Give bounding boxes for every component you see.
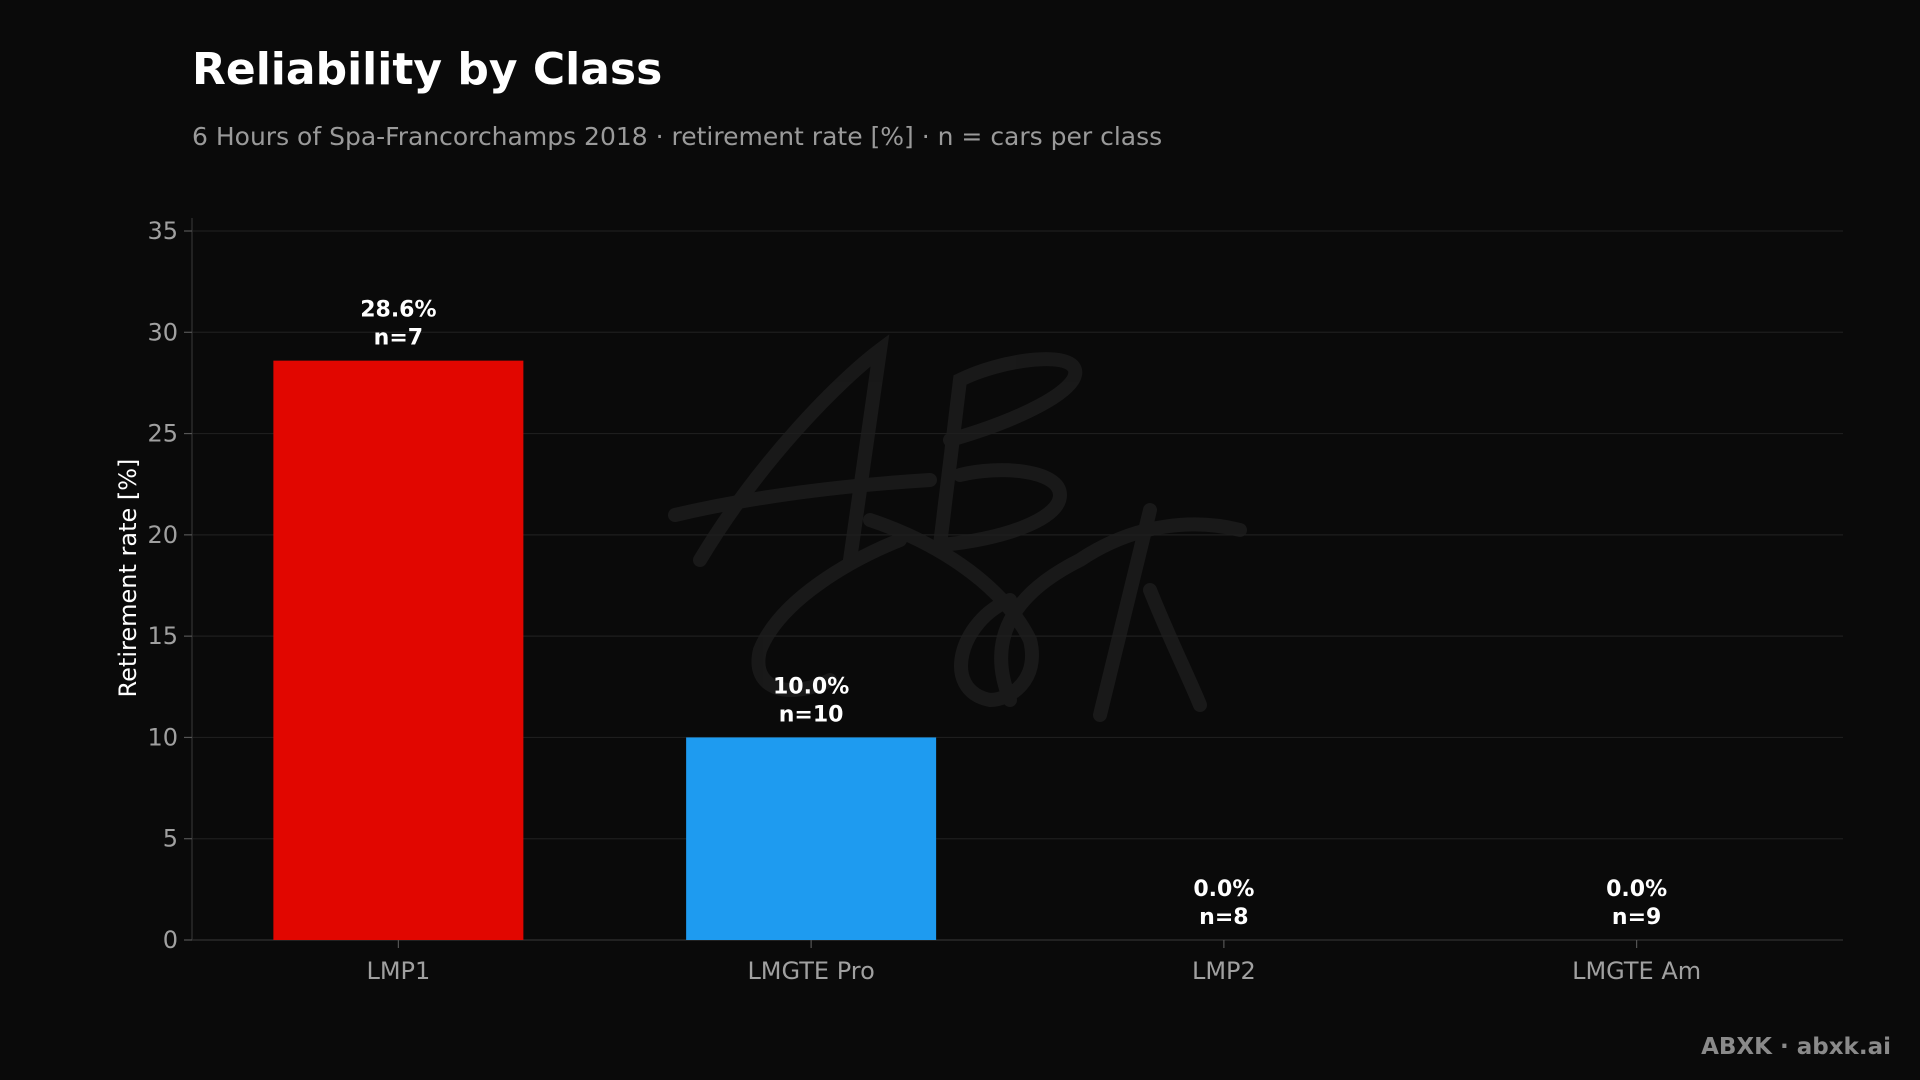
- bar-lmp1: [273, 360, 524, 940]
- x-tick-label: LMGTE Pro: [747, 957, 874, 985]
- bar-value-label: 0.0%: [1606, 877, 1667, 902]
- y-axis-label: Retirement rate [%]: [114, 459, 142, 698]
- bar-value-label: 28.6%: [360, 298, 436, 323]
- y-tick-label: 20: [147, 521, 178, 549]
- bar-value-label: 10.0%: [773, 674, 849, 699]
- abxk-watermark-logo: [668, 334, 1247, 722]
- y-tick-label: 30: [147, 318, 178, 346]
- y-tick-label: 5: [163, 825, 178, 853]
- x-tick-label: LMP1: [366, 957, 430, 985]
- footer-credit: ABXK · abxk.ai: [1701, 1034, 1891, 1060]
- x-tick-label: LMGTE Am: [1572, 957, 1701, 985]
- y-tick-label: 0: [163, 926, 178, 954]
- y-tick-label: 10: [147, 723, 178, 751]
- chart-subtitle: 6 Hours of Spa-Francorchamps 2018 · reti…: [192, 122, 1163, 151]
- y-tick-label: 25: [147, 420, 178, 448]
- chart-title: Reliability by Class: [192, 44, 663, 95]
- bar-value-label: 0.0%: [1193, 877, 1254, 902]
- bar-n-label: n=10: [779, 702, 844, 727]
- bar-lmgte-pro: [686, 737, 937, 940]
- bar-n-label: n=9: [1612, 905, 1661, 930]
- bar-n-label: n=8: [1199, 905, 1248, 930]
- x-tick-label: LMP2: [1192, 957, 1256, 985]
- y-tick-label: 15: [147, 622, 178, 650]
- bar-n-label: n=7: [374, 326, 423, 351]
- y-tick-label: 35: [147, 217, 178, 245]
